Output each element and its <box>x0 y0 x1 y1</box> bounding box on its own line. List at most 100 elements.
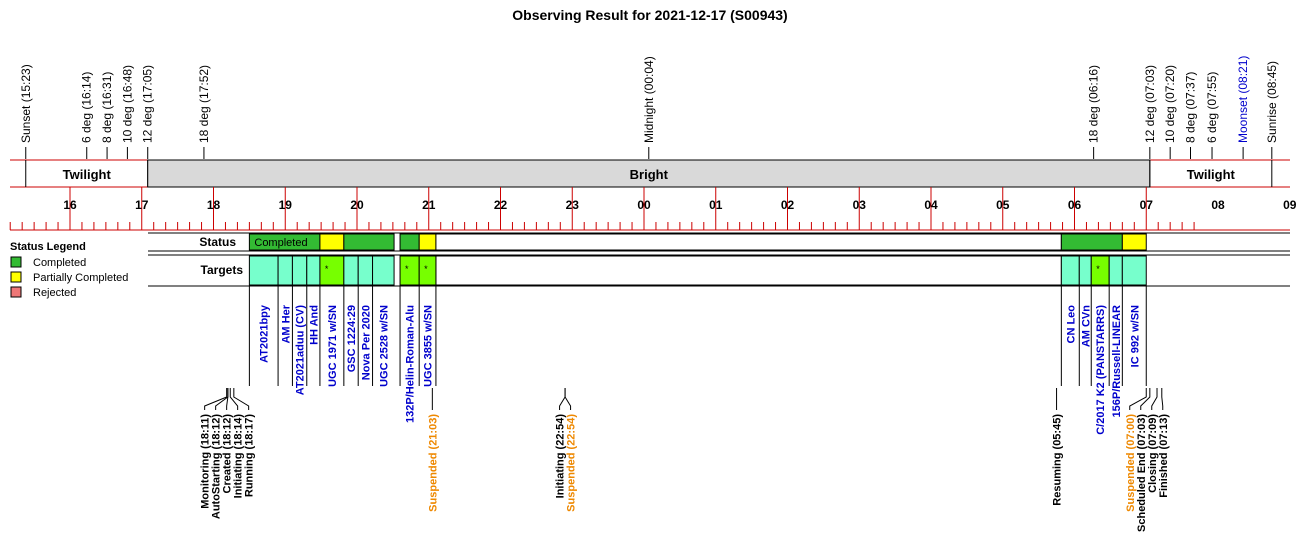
status-block <box>1121 233 1147 251</box>
target-block <box>1108 255 1123 286</box>
axis-hour-label: 05 <box>996 198 1010 212</box>
chart-title: Observing Result for 2021-12-17 (S00943) <box>512 7 787 23</box>
target-block <box>418 255 437 286</box>
target-block <box>306 255 321 286</box>
event-label: 6 deg (07:55) <box>1205 72 1219 143</box>
target-name: UGC 2528 w/SN <box>378 305 390 387</box>
target-alert-mark: * <box>325 264 329 274</box>
target-name: AT2021aduu (CV) <box>295 305 307 396</box>
target-name: CN Leo <box>1065 305 1077 344</box>
target-block <box>277 255 293 286</box>
target-name: UGC 3855 w/SN <box>423 305 435 387</box>
axis-hour-label: 08 <box>1211 198 1225 212</box>
log-connector <box>233 388 250 410</box>
event-label: Moonset (08:21) <box>1236 56 1250 143</box>
target-name: GSC 1224:29 <box>346 305 358 372</box>
event-label: Midnight (00:04) <box>642 56 656 143</box>
axis-hour-label: 20 <box>350 198 364 212</box>
target-alert-mark: * <box>424 264 428 274</box>
target-name: C/2017 K2 (PANSTARRS) <box>1095 305 1107 435</box>
axis-hour-label: 04 <box>924 198 938 212</box>
log-connector <box>564 388 572 410</box>
target-block <box>343 255 359 286</box>
status-block <box>343 233 395 251</box>
sky-bands: Twilight Bright Twilight <box>10 159 1290 188</box>
log-label: Running (18:17) <box>244 414 256 497</box>
axis-hour-label: 17 <box>135 198 149 212</box>
status-block-label: Completed <box>254 237 307 249</box>
log-label: Created (18:12) <box>222 414 234 494</box>
status-block <box>418 233 437 251</box>
target-block <box>319 255 345 286</box>
axis-hour-label: 16 <box>63 198 77 212</box>
axis-hour-label: 01 <box>709 198 723 212</box>
target-block <box>372 255 395 286</box>
band-label: Bright <box>630 167 669 182</box>
legend-swatch <box>10 256 22 268</box>
legend-item-label: Completed <box>33 257 86 269</box>
legend-swatch <box>10 271 22 283</box>
event-label: 6 deg (16:14) <box>80 72 94 143</box>
event-label: 8 deg (16:31) <box>100 72 114 143</box>
status-block <box>1060 233 1123 251</box>
axis-hour-label: 06 <box>1068 198 1082 212</box>
event-label: 10 deg (07:20) <box>1163 65 1177 143</box>
target-name: AT2021bpy <box>259 304 271 363</box>
targets-row-label: Targets <box>201 263 244 277</box>
axis-hour-label: 00 <box>637 198 651 212</box>
status-block <box>319 233 345 251</box>
status-block <box>435 233 1062 251</box>
target-name: UGC 1971 w/SN <box>327 305 339 387</box>
log-label: AutoStarting (18:12) <box>211 414 223 519</box>
target-labels: AT2021bpy AM Her AT2021aduu (CV) HH And UGC … <box>248 286 1147 435</box>
target-name: Nova Per 2020 <box>360 305 372 380</box>
legend-item-label: Rejected <box>33 287 76 299</box>
log-connector <box>559 388 566 410</box>
axis-hour-label: 03 <box>853 198 867 212</box>
status-row-label: Status <box>199 235 236 249</box>
log-connector <box>1140 388 1151 410</box>
target-block <box>399 255 420 286</box>
log-connector <box>204 388 228 410</box>
log-label: Resuming (05:45) <box>1052 414 1064 506</box>
log-connector <box>1151 388 1158 410</box>
log-label: Suspended (07:00) <box>1125 414 1137 512</box>
log-label: Suspended (21:03) <box>427 414 439 512</box>
axis-hour-label: 07 <box>1140 198 1154 212</box>
log-events: Monitoring (18:11) AutoStarting (18:12) Cr… <box>200 388 1170 532</box>
event-label: 10 deg (16:48) <box>120 65 134 143</box>
target-name: HH And <box>308 305 320 345</box>
target-name: AM CVn <box>1080 305 1092 347</box>
event-label: 18 deg (17:52) <box>197 65 211 143</box>
time-axis: 16 17 18 19 20 21 22 23 00 01 02 03 04 05 06 07 08 09 <box>9 187 1297 231</box>
event-label: Sunrise (08:45) <box>1265 61 1279 143</box>
target-block <box>291 255 308 286</box>
axis-hour-label: 19 <box>279 198 293 212</box>
axis-hour-label: 21 <box>422 198 436 212</box>
event-label: 12 deg (07:03) <box>1143 65 1157 143</box>
status-block <box>399 233 420 251</box>
target-block <box>1090 255 1110 286</box>
event-label: 12 deg (17:05) <box>141 65 155 143</box>
target-name: 132P/Helin-Roman-Alu <box>405 305 417 423</box>
axis-hour-label: 23 <box>566 198 580 212</box>
target-alert-mark: * <box>1096 264 1100 274</box>
target-alert-mark: * <box>405 264 409 274</box>
log-label: Finished (07:13) <box>1158 414 1170 498</box>
log-connector <box>226 388 229 410</box>
target-name: 156P/Russell-LINEAR <box>1111 305 1123 418</box>
log-label: Initiating (18:14) <box>233 414 245 499</box>
event-label: 18 deg (06:16) <box>1087 65 1101 143</box>
target-gap <box>435 255 1062 286</box>
log-label: Monitoring (18:11) <box>200 414 212 509</box>
log-label: Closing (07:09) <box>1147 414 1159 493</box>
axis-hour-label: 18 <box>207 198 221 212</box>
log-connector <box>1161 388 1164 410</box>
event-label: 8 deg (07:37) <box>1183 72 1197 143</box>
axis-hour-label: 02 <box>781 198 795 212</box>
event-label: Sunset (15:23) <box>19 64 33 143</box>
target-block <box>1121 255 1147 286</box>
status-target-rows: Status Targets Completed * * * * <box>148 232 1290 287</box>
log-label: Suspended (22:54) <box>566 414 578 512</box>
